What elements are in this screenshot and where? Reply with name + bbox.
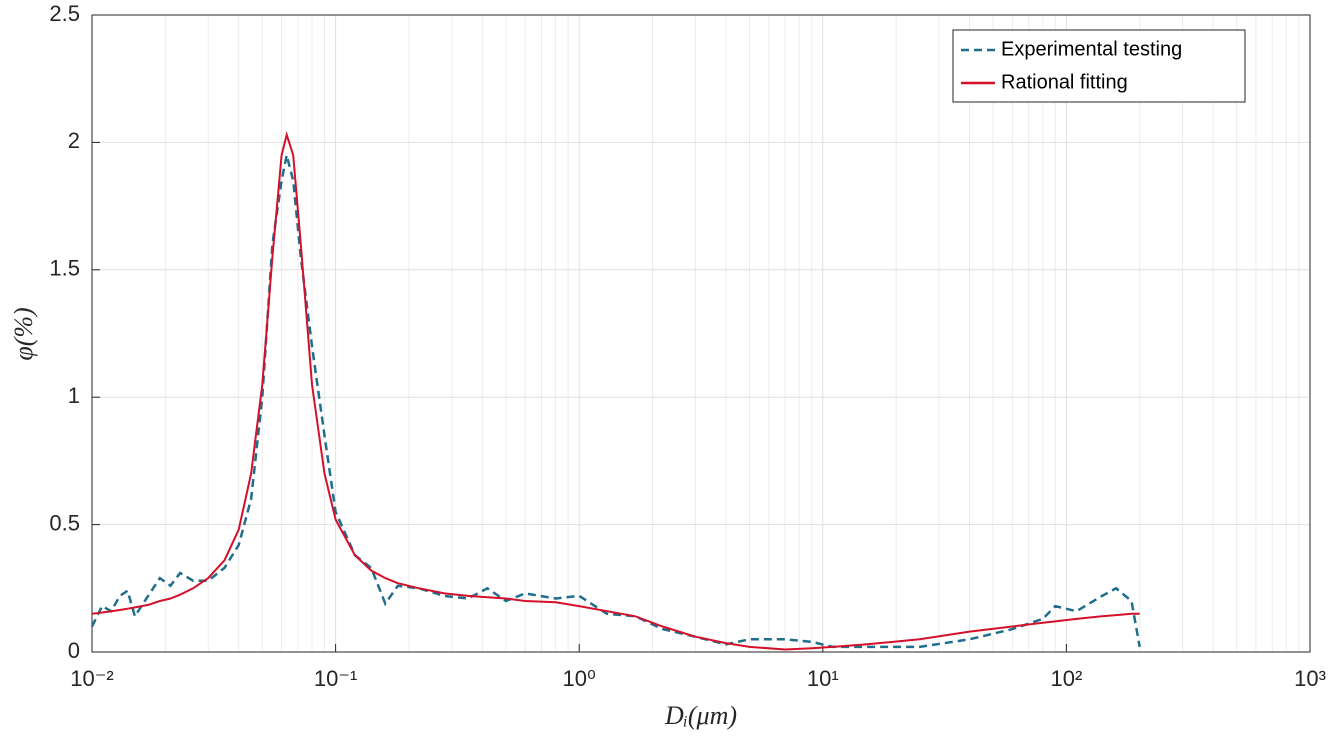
y-tick-label: 2 bbox=[68, 128, 80, 153]
x-tick-label: 10² bbox=[1051, 666, 1083, 691]
data-line bbox=[90, 154, 1141, 649]
y-tick-label: 0.5 bbox=[49, 510, 80, 535]
x-tick-label: 10⁻¹ bbox=[314, 666, 357, 691]
x-tick-label: 10⁰ bbox=[563, 666, 596, 691]
plot-area bbox=[92, 15, 1310, 652]
y-tick-label: 1 bbox=[68, 383, 80, 408]
y-axis-label: φ(%) bbox=[9, 307, 38, 360]
legend: Experimental testing Rational fitting bbox=[952, 29, 1246, 103]
plot-frame bbox=[91, 14, 1311, 653]
x-tick-label: 10¹ bbox=[807, 666, 839, 691]
legend-label: Experimental testing bbox=[1001, 38, 1182, 60]
y-tick-label: 1.5 bbox=[49, 256, 80, 281]
x-tick-label: 10³ bbox=[1294, 666, 1326, 691]
data-line bbox=[91, 131, 1140, 651]
legend-box bbox=[952, 29, 1246, 103]
x-axis-label: Dᵢ(μm) bbox=[664, 701, 737, 730]
y-tick-label: 2.5 bbox=[49, 1, 80, 26]
x-tick-label: 10⁻² bbox=[70, 666, 113, 691]
legend-label: Rational fitting bbox=[1001, 71, 1128, 93]
y-tick-label: 0 bbox=[68, 638, 80, 663]
